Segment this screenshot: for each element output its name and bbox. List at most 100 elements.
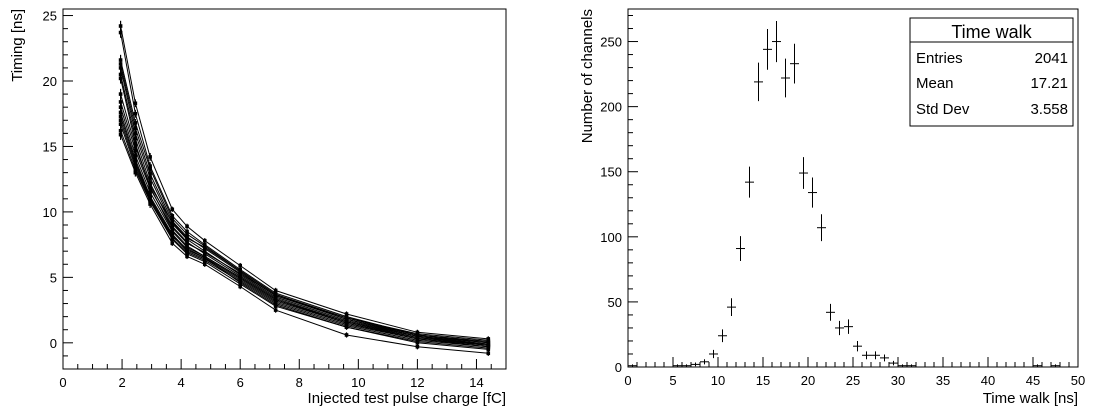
series-line (120, 120, 489, 346)
series-point (185, 223, 189, 229)
histogram-point (889, 360, 898, 366)
series-point (133, 142, 138, 151)
series-point (344, 316, 349, 322)
series-point (118, 27, 123, 38)
left-y-tick-label: 25 (43, 9, 57, 24)
right-x-tick-label: 30 (891, 373, 905, 388)
histogram-point (700, 359, 709, 365)
series-line (120, 116, 489, 350)
series-point (486, 346, 491, 352)
series-point (415, 332, 420, 338)
histogram-point (745, 166, 754, 198)
right-x-axis-label: Time walk [ns] (983, 390, 1078, 407)
left-y-tick-label: 20 (43, 74, 57, 89)
series-point (118, 111, 123, 122)
stats-box: Time walk Entries 2041 Mean 17.21 Std De… (909, 17, 1074, 127)
left-x-tick-label: 4 (178, 375, 185, 390)
series-point (273, 302, 278, 308)
histogram-point (817, 214, 826, 242)
histogram-point (790, 43, 799, 84)
histogram-point (862, 351, 871, 360)
timing-vs-charge-plot: 0 2 4 6 8 10 12 14 0 5 10 15 20 25 Injected test puls… (9, 8, 507, 407)
histogram-point (898, 364, 907, 367)
stats-mean-label: Mean (916, 75, 954, 92)
series-point (118, 129, 123, 140)
series-point (202, 244, 207, 250)
histogram-point (763, 29, 772, 70)
left-x-axis-label: Injected test pulse charge [fC] (308, 390, 506, 407)
stats-std-dev-value: 3.558 (1030, 101, 1068, 118)
series-point (273, 291, 278, 297)
histogram-point (781, 58, 790, 98)
right-x-tick-label: 50 (1071, 373, 1085, 388)
right-x-tick-label: 35 (936, 373, 950, 388)
series-point (185, 235, 189, 241)
left-x-tick-label: 14 (469, 375, 483, 390)
histogram-point (1033, 364, 1042, 367)
right-x-tick-label: 0 (624, 373, 631, 388)
right-y-tick-label: 0 (615, 360, 622, 375)
histogram-point (826, 303, 835, 321)
right-histogram-points (628, 20, 1060, 367)
stats-mean-value: 17.21 (1030, 75, 1068, 92)
left-x-tick-label: 2 (118, 375, 125, 390)
left-x-tick-label: 8 (296, 375, 303, 390)
histogram-point (673, 364, 682, 367)
left-y-axis-label: Timing [ns] (9, 9, 26, 82)
histogram-point (709, 349, 718, 359)
series-point (344, 332, 349, 338)
histogram-point (727, 298, 736, 316)
series-line (120, 134, 489, 354)
right-y-tick-label: 100 (600, 230, 622, 245)
series-point (170, 206, 175, 212)
left-x-tick-label: 0 (59, 375, 66, 390)
left-x-tick-label: 6 (237, 375, 244, 390)
series-point (170, 240, 175, 246)
series-line (120, 25, 489, 340)
series-point (133, 99, 138, 108)
histogram-point (907, 364, 916, 367)
series-line (120, 32, 489, 342)
right-x-tick-label: 10 (711, 373, 725, 388)
right-x-tick-label: 5 (669, 373, 676, 388)
left-x-tick-label: 10 (351, 375, 365, 390)
histogram-point (808, 177, 817, 208)
series-point (202, 261, 207, 267)
left-plot-frame (62, 8, 507, 370)
series-point (170, 219, 175, 225)
series-point (238, 268, 242, 274)
left-series-points (118, 20, 491, 356)
histogram-point (799, 157, 808, 189)
series-point (148, 153, 152, 161)
right-y-tick-label: 250 (600, 35, 622, 50)
series-point (238, 279, 242, 286)
histogram-point (682, 364, 691, 367)
right-x-tick-label: 40 (981, 373, 995, 388)
series-point (133, 158, 138, 167)
series-point (118, 88, 123, 100)
histogram-point (871, 351, 880, 360)
series-point (185, 253, 189, 260)
series-point (273, 307, 278, 313)
histogram-point (628, 364, 637, 367)
series-point (185, 245, 189, 252)
right-x-tick-label: 20 (801, 373, 815, 388)
histogram-point (1051, 364, 1060, 367)
left-axes: 0 2 4 6 8 10 12 14 0 5 10 15 20 25 (43, 9, 492, 390)
histogram-point (736, 236, 745, 261)
right-y-axis-label: Number of channels (579, 9, 596, 143)
series-point (118, 73, 123, 84)
left-series-lines (120, 25, 489, 354)
stats-box-frame (909, 17, 1074, 127)
series-point (486, 338, 491, 345)
histogram-point (718, 329, 727, 343)
left-y-tick-label: 10 (43, 205, 57, 220)
right-axes: 0 5 10 15 20 25 30 35 40 45 50 0 50 100 150 200 250 (600, 15, 1085, 388)
left-x-tick-label: 12 (410, 375, 424, 390)
series-line (120, 93, 489, 342)
series-line (120, 63, 489, 345)
series-point (344, 324, 349, 330)
series-point (133, 109, 138, 118)
